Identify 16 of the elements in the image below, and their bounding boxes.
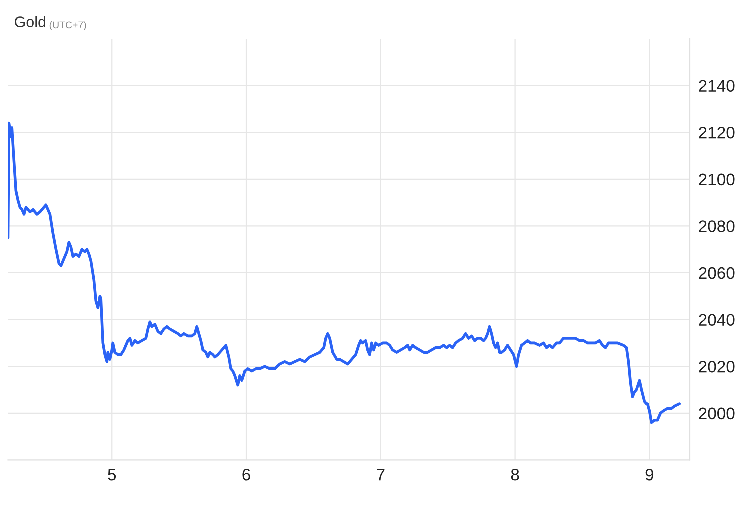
y-tick-label: 2060 (699, 267, 735, 280)
y-tick-label: 2100 (699, 174, 735, 186)
y-tick-label: 2140 (699, 80, 735, 92)
y-tick-label: 2120 (699, 127, 735, 139)
chart-subtitle: (UTC+7) (50, 21, 86, 31)
chart-title: Gold (15, 16, 46, 28)
x-tick-label: 8 (511, 468, 520, 481)
x-tick-label: 7 (377, 469, 385, 481)
y-tick-label: 2020 (699, 361, 735, 373)
y-tick-label: 2080 (699, 220, 735, 232)
y-tick-label: 2040 (699, 314, 735, 326)
line-series (8, 122, 682, 424)
x-tick-label: 9 (646, 468, 654, 481)
y-tick-label: 2000 (699, 408, 735, 420)
x-tick-label: 6 (242, 468, 250, 481)
x-tick-label: 5 (108, 469, 116, 481)
